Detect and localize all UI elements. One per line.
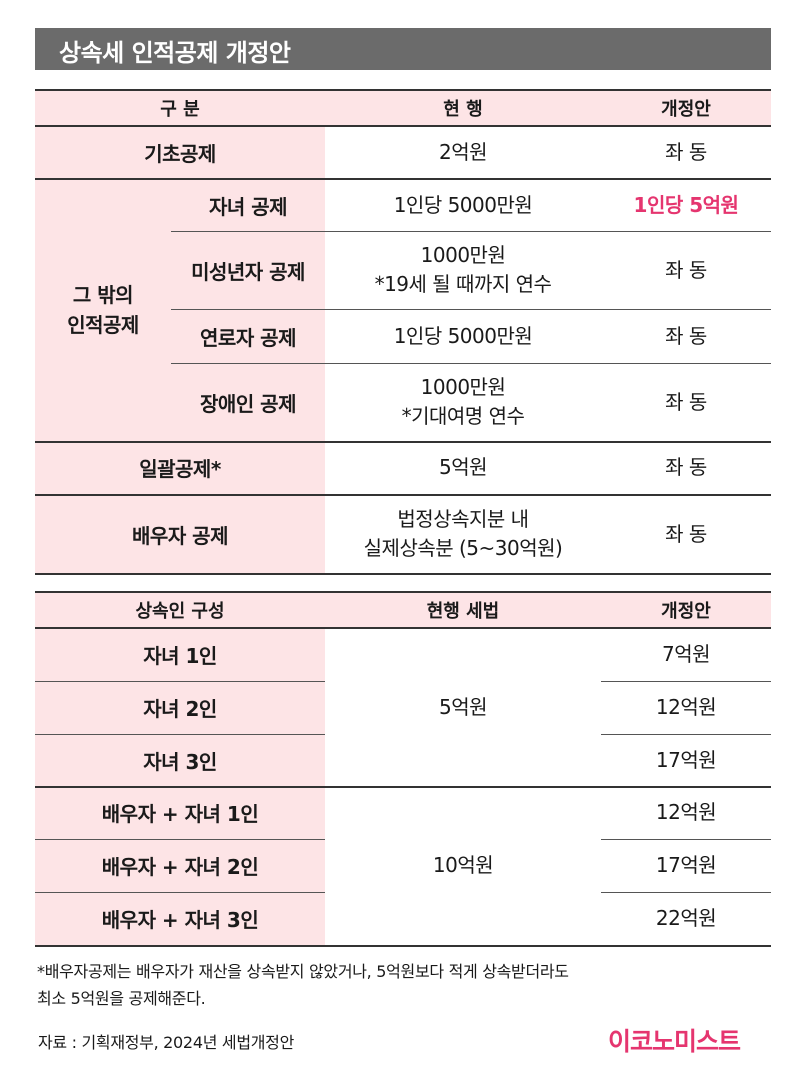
rule xyxy=(35,627,771,629)
row-label-basic: 기초공제 xyxy=(144,142,216,166)
row-proposed-elderly: 좌 동 xyxy=(665,323,707,348)
rule xyxy=(601,681,771,682)
group-label-other: 그 밖의 인적공제 xyxy=(67,283,139,337)
rule xyxy=(35,573,771,575)
rule xyxy=(35,839,325,840)
row-current-lump: 5억원 xyxy=(438,455,488,479)
row-label-child: 자녀 공제 xyxy=(208,194,288,219)
row-label-spouse-child1: 배우자 + 자녀 1인 xyxy=(101,802,259,826)
rule xyxy=(601,839,771,840)
row-current-elderly: 1인당 5000만원 xyxy=(393,323,533,348)
rule xyxy=(35,89,771,91)
row-current-disabled: 1000만원 *기대여명 연수 xyxy=(401,375,525,428)
header-current-law: 현행 세법 xyxy=(426,601,500,622)
row-proposed-child1: 7억원 xyxy=(661,642,711,666)
rule xyxy=(171,363,771,364)
row-proposed-basic: 좌 동 xyxy=(665,140,707,164)
row-current-minor: 1000만원 *19세 될 때까지 연수 xyxy=(374,243,552,296)
rule xyxy=(35,945,771,947)
rule xyxy=(35,441,771,443)
rule xyxy=(601,734,771,735)
row-label-spouse: 배우자 공제 xyxy=(132,523,228,548)
row-proposed-lump: 좌 동 xyxy=(665,455,707,479)
row-current-spouse: 법정상속지분 내 실제상속분 (5~30억원) xyxy=(363,507,563,560)
rule xyxy=(35,591,771,593)
row-label-spouse-child3: 배우자 + 자녀 3인 xyxy=(101,908,259,932)
current-value-group1: 5억원 xyxy=(438,694,488,719)
row-proposed-spouse: 좌 동 xyxy=(665,521,707,546)
rule xyxy=(35,125,771,127)
row-label-child2: 자녀 2인 xyxy=(143,697,217,721)
row-label-child3: 자녀 3인 xyxy=(143,749,217,774)
row-proposed-spouse-child2: 17억원 xyxy=(655,853,717,877)
row-proposed-child2: 12억원 xyxy=(655,695,717,719)
rule xyxy=(35,786,771,788)
row-label-lump: 일괄공제* xyxy=(139,457,221,481)
header-current: 현 행 xyxy=(443,99,483,120)
row-label-disabled: 장애인 공제 xyxy=(200,391,296,416)
footnote: *배우자공제는 배우자가 재산을 상속받지 않았거나, 5억원보다 적게 상속받… xyxy=(37,962,569,1008)
row-label-minor: 미성년자 공제 xyxy=(191,259,305,284)
header-proposed: 개정안 xyxy=(661,99,711,120)
header-row-bg xyxy=(35,90,771,126)
page-title: 상속세 인적공제 개정안 xyxy=(59,39,291,67)
publisher-logo: 이코노미스트 xyxy=(608,1027,741,1056)
rule xyxy=(35,494,771,496)
row-proposed-spouse-child1: 12억원 xyxy=(655,800,717,824)
row-proposed-disabled: 좌 동 xyxy=(665,389,707,414)
title-bar: 상속세 인적공제 개정안 xyxy=(35,28,771,70)
row-proposed-spouse-child3: 22억원 xyxy=(655,906,717,930)
row-label-elderly: 연로자 공제 xyxy=(200,325,296,350)
rule xyxy=(171,231,771,232)
rule xyxy=(601,892,771,893)
header-row-bg xyxy=(35,592,771,628)
row-proposed-child3: 17억원 xyxy=(655,747,717,772)
rule xyxy=(35,681,325,682)
row-current-child: 1인당 5000만원 xyxy=(393,192,533,217)
label-column-bg xyxy=(35,126,325,574)
row-proposed-child: 1인당 5억원 xyxy=(633,192,739,217)
row-proposed-minor: 좌 동 xyxy=(665,257,707,282)
rule xyxy=(35,892,325,893)
rule xyxy=(35,178,771,180)
source-credit: 자료 : 기획재정부, 2024년 세법개정안 xyxy=(38,1033,294,1052)
row-current-basic: 2억원 xyxy=(438,140,488,164)
header-category: 구 분 xyxy=(160,99,200,120)
row-label-spouse-child2: 배우자 + 자녀 2인 xyxy=(101,855,259,879)
rule xyxy=(35,734,325,735)
header-heirs: 상속인 구성 xyxy=(135,601,225,622)
row-label-child1: 자녀 1인 xyxy=(143,644,217,668)
rule xyxy=(171,309,771,310)
current-value-group2: 10억원 xyxy=(432,853,494,877)
header-proposed: 개정안 xyxy=(661,601,711,622)
